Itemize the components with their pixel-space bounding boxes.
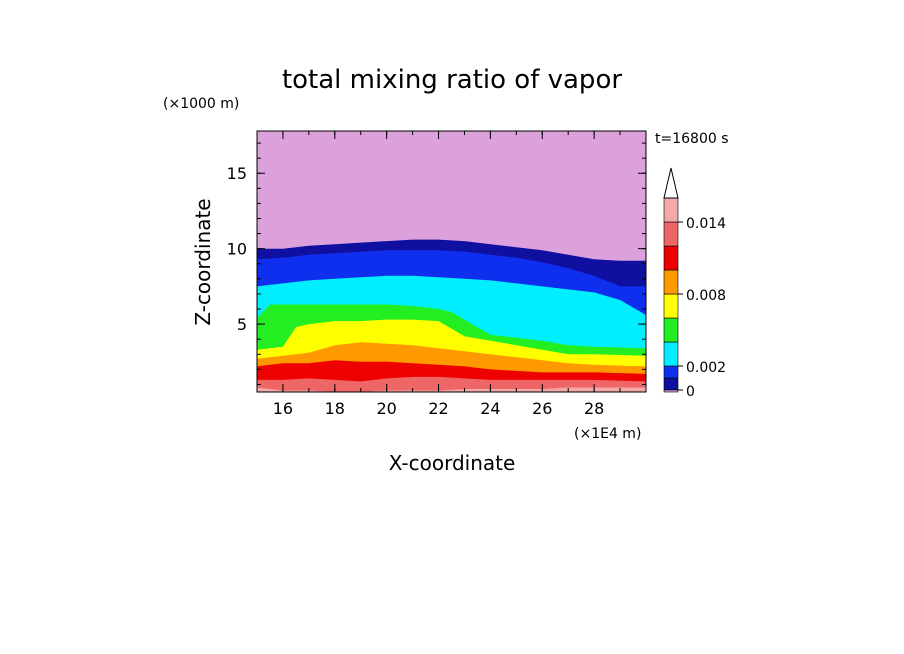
colorbar-band xyxy=(663,377,679,391)
colorbar-band xyxy=(663,245,679,271)
colorbar-band xyxy=(663,221,679,247)
y-tick-label: 5 xyxy=(237,315,247,334)
colorbar-tick-label: 0.008 xyxy=(686,288,726,304)
x-tick-label: 16 xyxy=(273,399,293,418)
contour-layer-8 xyxy=(257,387,646,392)
y-tick-label: 10 xyxy=(227,240,247,259)
x-tick-label: 22 xyxy=(428,399,448,418)
colorbar-band xyxy=(663,341,679,367)
time-label: t=16800 s xyxy=(655,131,729,147)
colorbar-tick-label: 0.002 xyxy=(686,360,726,376)
colorbar: 0 0.002 0.008 0.014 xyxy=(663,167,726,400)
colorbar-band xyxy=(663,317,679,343)
x-tick-label: 24 xyxy=(480,399,500,418)
y-tick-label: 15 xyxy=(227,164,247,183)
plot-frame xyxy=(256,130,647,393)
colorbar-band xyxy=(663,293,679,319)
colorbar-band xyxy=(663,269,679,295)
x-axis-label: X-coordinate xyxy=(389,451,516,475)
chart-title: total mixing ratio of vapor xyxy=(282,65,622,95)
x-axis: 16 18 20 22 24 26 28 xyxy=(256,131,647,418)
x-unit-label: (×1E4 m) xyxy=(574,426,641,442)
colorbar-tick-label: 0.014 xyxy=(686,216,726,232)
y-axis: 5 10 15 xyxy=(227,142,646,385)
colorbar-extension xyxy=(663,167,679,199)
x-tick-label: 26 xyxy=(532,399,552,418)
x-tick-label: 28 xyxy=(584,399,604,418)
y-unit-label: (×1000 m) xyxy=(163,96,239,112)
contour-layer-7 xyxy=(257,376,646,392)
x-tick-label: 20 xyxy=(376,399,396,418)
colorbar-band xyxy=(663,197,679,223)
y-axis-label: Z-coordinate xyxy=(191,198,215,325)
colorbar-band xyxy=(663,365,679,379)
colorbar-lowest-band xyxy=(663,389,679,393)
colorbar-tick-label: 0 xyxy=(686,384,695,400)
x-tick-label: 18 xyxy=(325,399,345,418)
plot-area xyxy=(257,131,646,392)
